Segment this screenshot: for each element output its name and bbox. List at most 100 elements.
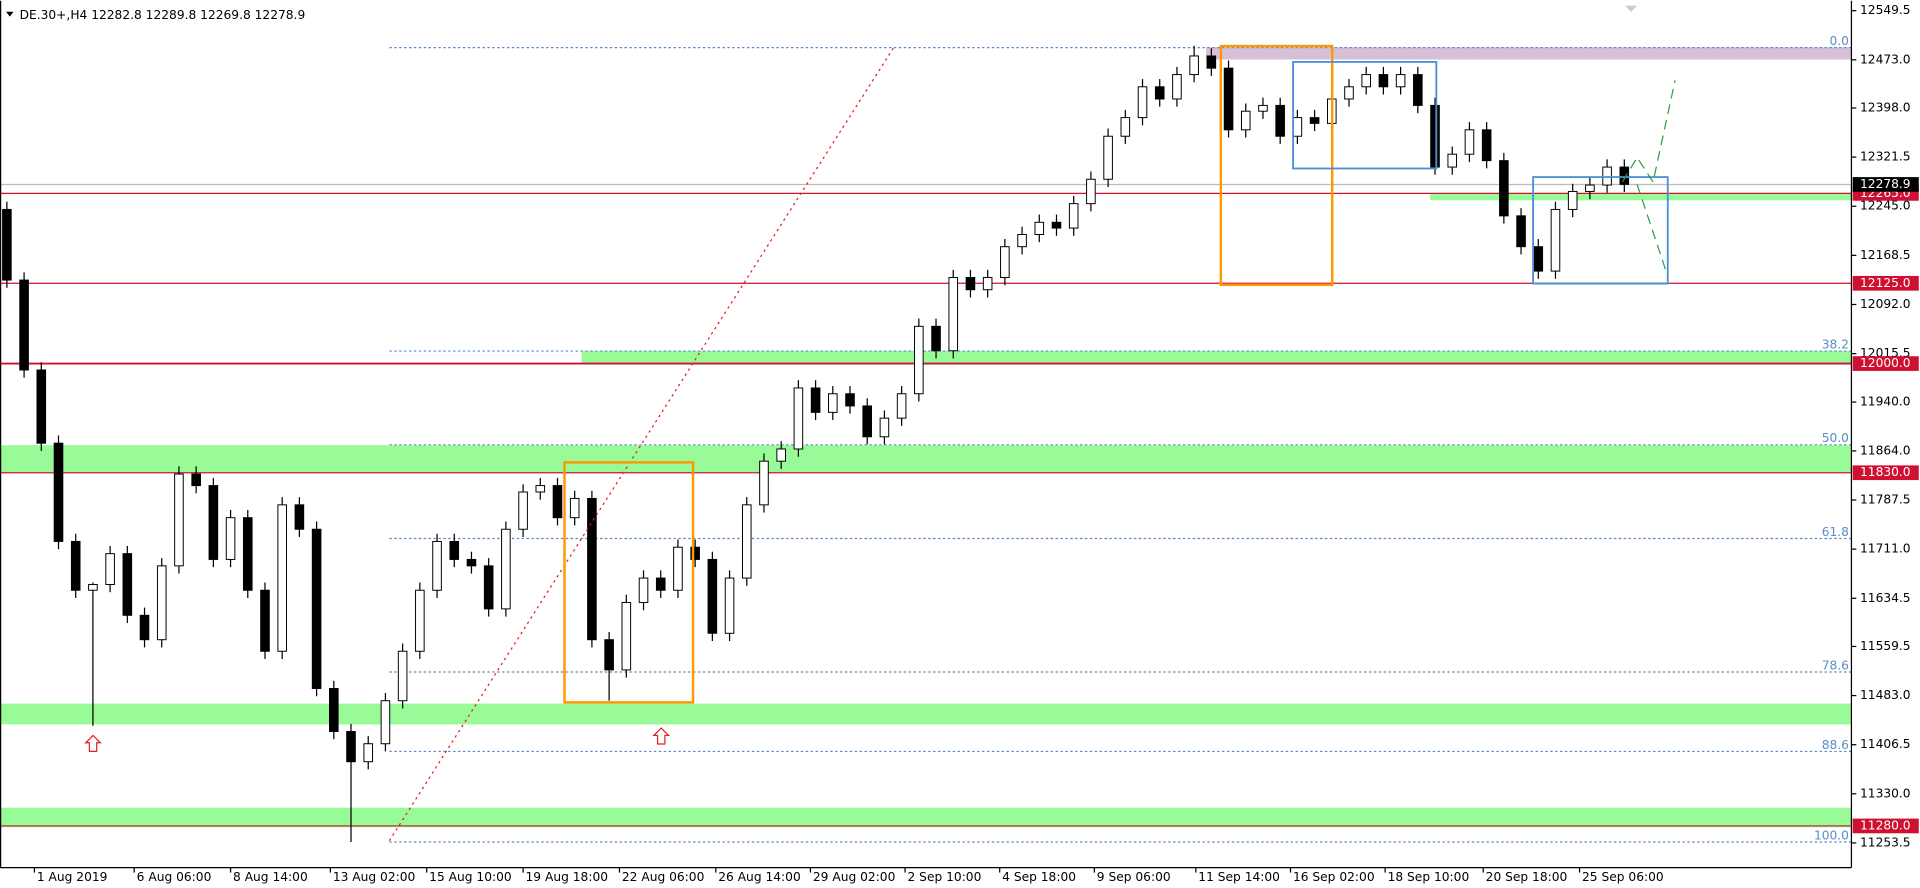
support-zone (1430, 192, 1852, 201)
box (1219, 44, 1334, 287)
marker (1624, 5, 1638, 12)
candle-body (1189, 55, 1199, 76)
support-zone (0, 703, 1852, 725)
candle-body (1258, 104, 1268, 112)
candle-body (638, 577, 649, 603)
candle-body (208, 485, 219, 560)
support-zone (0, 807, 1852, 828)
candle-body (1240, 110, 1251, 131)
candle-body (466, 558, 477, 567)
chart-title: DE.30+,H4 12282.8 12289.8 12269.8 12278.… (20, 8, 306, 22)
y-tick-label: 12245.0 (1860, 199, 1911, 213)
candle-body (1413, 74, 1423, 106)
fib-label: 38.2 (1822, 337, 1849, 351)
candle-body (1378, 74, 1389, 88)
y-tick-label: 12398.0 (1860, 100, 1911, 114)
candle-body (552, 485, 563, 519)
menu-arrow (6, 11, 14, 17)
candle-body (535, 485, 546, 493)
candle-body (277, 504, 287, 652)
candle-body (1017, 233, 1027, 248)
y-tick-label: 12092.0 (1860, 297, 1911, 311)
candle-body (707, 558, 718, 634)
x-tick-label: 29 Aug 02:00 (813, 870, 896, 884)
candle-body (518, 491, 528, 530)
zones (0, 47, 1852, 828)
level-label: 12125.0 (1860, 276, 1911, 290)
candle-body (19, 279, 29, 371)
y-tick-label: 11711.0 (1860, 542, 1911, 556)
candle-body (655, 577, 666, 591)
arrow (84, 734, 102, 752)
x-tick-label: 15 Aug 10:00 (429, 870, 512, 884)
candle-body (776, 448, 786, 462)
box (1532, 176, 1669, 285)
last-price-label: 12278.9 (1860, 177, 1911, 191)
y-tick-label: 11634.5 (1860, 591, 1911, 605)
x-tick-label: 22 Aug 06:00 (622, 870, 705, 884)
candle-body (724, 577, 735, 634)
y-tick-label: 11253.5 (1860, 835, 1911, 849)
y-tick-label: 11406.5 (1860, 737, 1911, 751)
candle-body (828, 393, 838, 413)
candle-body (432, 540, 442, 591)
candle-body (329, 688, 339, 733)
candle-body (1395, 74, 1406, 88)
candle-body (1206, 55, 1217, 69)
fib-label: 0.0 (1830, 34, 1849, 48)
x-tick-label: 25 Sep 06:00 (1582, 870, 1664, 884)
level-tag (1852, 818, 1919, 834)
candle-body (88, 583, 98, 591)
last-price-tag (1852, 177, 1919, 192)
candle-body (260, 589, 270, 652)
level-tag (1852, 275, 1919, 291)
candle-body (1447, 153, 1458, 168)
fib-label: 50.0 (1822, 431, 1849, 445)
candle-body (1533, 246, 1544, 272)
x-tick-label: 4 Sep 18:00 (1002, 870, 1076, 884)
y-tick-label: 11787.5 (1860, 493, 1911, 507)
x-tick-label: 20 Sep 18:00 (1486, 870, 1568, 884)
candle-body (931, 325, 941, 352)
candle-body (363, 743, 374, 763)
y-tick-label: 12473.0 (1860, 52, 1911, 66)
candle-body (1567, 190, 1578, 210)
level-label: 11830.0 (1860, 465, 1911, 479)
candle-body (139, 614, 150, 641)
candle-body (587, 497, 597, 641)
y-tick-label: 11940.0 (1860, 395, 1911, 409)
candle-body (879, 417, 890, 438)
fib-label: 88.6 (1822, 738, 1849, 752)
x-tick-label: 13 Aug 02:00 (333, 870, 416, 884)
candle-body (914, 325, 924, 395)
candle-body (156, 565, 167, 641)
drawings (84, 5, 1676, 842)
candle-body (1068, 203, 1079, 229)
x-tick-label: 8 Aug 14:00 (233, 870, 308, 884)
candle-body (1344, 86, 1354, 100)
candle-body (397, 650, 408, 702)
candle-body (1361, 74, 1371, 88)
x-tick-label: 2 Sep 10:00 (908, 870, 982, 884)
candle-body (1000, 246, 1010, 279)
x-tick-label: 11 Sep 14:00 (1198, 870, 1280, 884)
support-zone (0, 445, 1852, 473)
candle-body (1550, 208, 1561, 272)
candle-body (1086, 178, 1096, 205)
candle-body (896, 393, 907, 419)
candle-body (1430, 104, 1440, 168)
candle-body (36, 369, 47, 444)
candle-body (174, 473, 184, 567)
x-tick-label: 18 Sep 10:00 (1388, 870, 1470, 884)
candle-body (1223, 67, 1234, 131)
level-label: 11280.0 (1860, 818, 1911, 832)
candle-body (415, 589, 425, 652)
candle-body (1292, 117, 1303, 137)
y-tick-label: 12549.5 (1860, 3, 1911, 17)
arrow (652, 727, 671, 745)
candle-body (810, 387, 821, 413)
fib-label: 61.8 (1822, 525, 1849, 539)
x-tick-label: 1 Aug 2019 (37, 870, 108, 884)
x-tick-label: 19 Aug 18:00 (526, 870, 609, 884)
